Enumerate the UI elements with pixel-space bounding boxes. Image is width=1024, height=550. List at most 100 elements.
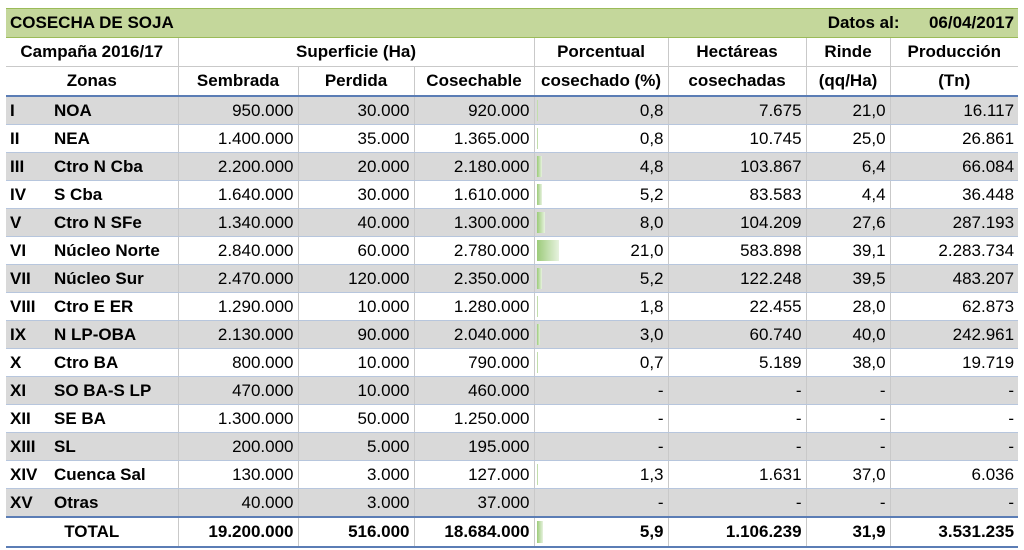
harvestable-cell: 2.780.000 <box>414 236 535 265</box>
pct-header-1: Porcentual <box>534 37 669 67</box>
yield-cell: - <box>806 488 891 518</box>
pct-data-bar <box>536 184 542 205</box>
pct-data-bar <box>536 296 539 317</box>
zone-name: SO BA-S LP <box>50 376 179 405</box>
zone-name: Núcleo Norte <box>50 236 179 265</box>
yield-cell: 38,0 <box>806 348 891 377</box>
pct-cell: 5,2 <box>534 180 669 209</box>
production-cell: 36.448 <box>890 180 1019 209</box>
harvested-cell: 1.631 <box>668 460 807 489</box>
zone-number: IX <box>6 320 50 349</box>
pct-value: 21,0 <box>630 240 664 260</box>
sown-cell: 200.000 <box>178 432 299 461</box>
yield-cell: 21,0 <box>806 96 891 125</box>
pct-cell: - <box>534 376 669 405</box>
harvested-cell: - <box>668 404 807 433</box>
zone-name: Ctro N SFe <box>50 208 179 237</box>
pct-data-bar <box>536 156 542 177</box>
yield-cell: 6,4 <box>806 152 891 181</box>
zone-number: II <box>6 124 50 153</box>
lost-cell: 3.000 <box>298 460 415 489</box>
sown-cell: 1.300.000 <box>178 404 299 433</box>
sown-cell: 130.000 <box>178 460 299 489</box>
zone-number: XI <box>6 376 50 405</box>
lost-cell: 30.000 <box>298 180 415 209</box>
header-row-2: Zonas Sembrada Perdida Cosechable cosech… <box>6 66 1019 97</box>
lost-cell: 3.000 <box>298 488 415 518</box>
production-cell: 483.207 <box>890 264 1019 293</box>
pct-data-bar <box>536 324 540 345</box>
sown-cell: 1.400.000 <box>178 124 299 153</box>
production-cell: - <box>890 488 1019 518</box>
pct-data-bar <box>536 464 538 485</box>
harvestable-cell: 37.000 <box>414 488 535 518</box>
zone-number: I <box>6 96 50 125</box>
yield-header-2: (qq/Ha) <box>806 66 891 97</box>
pct-value: - <box>657 492 664 512</box>
sown-cell: 2.470.000 <box>178 264 299 293</box>
table-row: VI Núcleo Norte 2.840.000 60.000 2.780.000 21… <box>6 236 1019 265</box>
header-row-1: Campaña 2016/17 Superficie (Ha) Porcentu… <box>6 37 1019 67</box>
harvested-cell: 5.189 <box>668 348 807 377</box>
zone-name: Ctro BA <box>50 348 179 377</box>
production-cell: 16.117 <box>890 96 1019 125</box>
table-row: IV S Cba 1.640.000 30.000 1.610.000 5,2 83.583… <box>6 180 1019 209</box>
harvestable-cell: 1.365.000 <box>414 124 535 153</box>
harvestable-cell: 1.280.000 <box>414 292 535 321</box>
sown-cell: 2.130.000 <box>178 320 299 349</box>
prod-header-2: (Tn) <box>890 66 1019 97</box>
sown-cell: 800.000 <box>178 348 299 377</box>
zone-number: XV <box>6 488 50 518</box>
zone-name: NOA <box>50 96 179 125</box>
prod-header-1: Producción <box>890 37 1019 67</box>
total-row: TOTAL 19.200.000 516.000 18.684.000 5,9 1.106… <box>6 516 1019 548</box>
table-row: XIII SL 200.000 5.000 195.000- - - - <box>6 432 1019 461</box>
yield-cell: 4,4 <box>806 180 891 209</box>
harvested-cell: 60.740 <box>668 320 807 349</box>
pct-value: - <box>657 408 664 428</box>
yield-header-1: Rinde <box>806 37 891 67</box>
production-cell: 287.193 <box>890 208 1019 237</box>
pct-value: 0,8 <box>639 128 664 148</box>
pct-cell: - <box>534 432 669 461</box>
pct-cell: - <box>534 488 669 518</box>
pct-value: 0,7 <box>639 352 664 372</box>
table-row: X Ctro BA 800.000 10.000 790.000 0,7 5.189 38,0… <box>6 348 1019 377</box>
sown-cell: 1.340.000 <box>178 208 299 237</box>
zone-name: N LP-OBA <box>50 320 179 349</box>
harvestable-header: Cosechable <box>414 66 535 97</box>
pct-cell: - <box>534 404 669 433</box>
date-value: 06/04/2017 <box>928 13 1015 32</box>
production-cell: - <box>890 432 1019 461</box>
harvested-cell: 583.898 <box>668 236 807 265</box>
total-sown: 19.200.000 <box>178 516 299 548</box>
lost-cell: 10.000 <box>298 376 415 405</box>
total-label: TOTAL <box>6 516 179 548</box>
lost-cell: 90.000 <box>298 320 415 349</box>
pct-cell: 1,3 <box>534 460 669 489</box>
harvestable-cell: 127.000 <box>414 460 535 489</box>
harvested-cell: 83.583 <box>668 180 807 209</box>
sown-cell: 470.000 <box>178 376 299 405</box>
table-row: VIII Ctro E ER 1.290.000 10.000 1.280.000 1,8… <box>6 292 1019 321</box>
harvested-cell: 7.675 <box>668 96 807 125</box>
table-row: XV Otras 40.000 3.000 37.000- - - - <box>6 488 1019 518</box>
total-harvested: 1.106.239 <box>668 516 807 548</box>
harvested-cell: - <box>668 432 807 461</box>
soy-harvest-table: COSECHA DE SOJA Datos al: 06/04/2017 Cam… <box>6 8 1019 548</box>
harvestable-cell: 195.000 <box>414 432 535 461</box>
production-cell: 19.719 <box>890 348 1019 377</box>
pct-cell: 5,9 <box>534 516 669 548</box>
zone-name: SL <box>50 432 179 461</box>
table-row: IX N LP-OBA 2.130.000 90.000 2.040.000 3,0 60.… <box>6 320 1019 349</box>
table-row: XII SE BA 1.300.000 50.000 1.250.000- - - - <box>6 404 1019 433</box>
pct-value: 4,8 <box>639 156 664 176</box>
table-row: VII Núcleo Sur 2.470.000 120.000 2.350.000 5,… <box>6 264 1019 293</box>
yield-cell: - <box>806 404 891 433</box>
harvested-cell: 103.867 <box>668 152 807 181</box>
pct-value: 5,2 <box>639 184 664 204</box>
pct-value: 1,3 <box>639 464 664 484</box>
lost-cell: 35.000 <box>298 124 415 153</box>
yield-cell: 40,0 <box>806 320 891 349</box>
table-row: II NEA 1.400.000 35.000 1.365.000 0,8 10.745 25… <box>6 124 1019 153</box>
